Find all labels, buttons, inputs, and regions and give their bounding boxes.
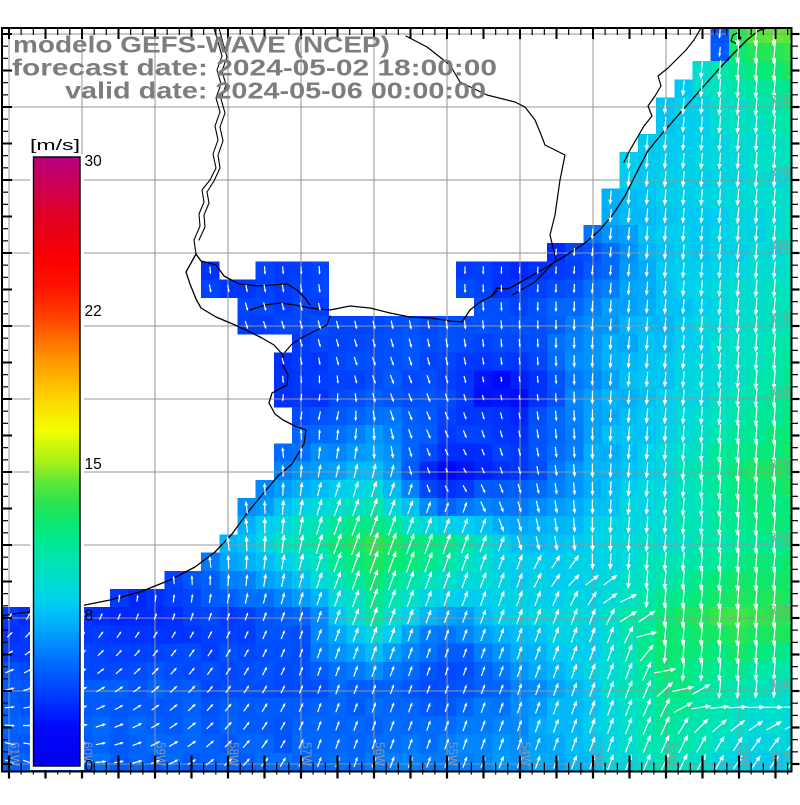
svg-text:51W: 51W	[738, 742, 752, 766]
svg-text:54W: 54W	[519, 742, 533, 766]
svg-text:41S: 41S	[770, 749, 790, 764]
svg-text:39S: 39S	[770, 603, 790, 618]
svg-text:30: 30	[85, 153, 103, 170]
svg-text:33S: 33S	[770, 165, 790, 180]
svg-text:59W: 59W	[154, 742, 168, 766]
svg-text:35S: 35S	[770, 311, 790, 326]
svg-text:61W: 61W	[8, 742, 22, 766]
svg-text:40S: 40S	[770, 676, 790, 691]
svg-text:8: 8	[85, 608, 94, 625]
svg-text:37S: 37S	[770, 457, 790, 472]
svg-text:52W: 52W	[665, 742, 679, 766]
svg-text:valid date: 2024-05-06 00:00:0: valid date: 2024-05-06 00:00:00	[65, 78, 486, 104]
svg-text:55W: 55W	[446, 742, 460, 766]
svg-text:56W: 56W	[373, 742, 387, 766]
svg-text:53W: 53W	[592, 742, 606, 766]
svg-text:[m/s]: [m/s]	[30, 138, 80, 154]
svg-text:58W: 58W	[227, 742, 241, 766]
svg-text:38S: 38S	[770, 530, 790, 545]
svg-text:57W: 57W	[300, 742, 314, 766]
svg-text:32S: 32S	[770, 92, 790, 107]
svg-text:22: 22	[85, 303, 102, 320]
svg-text:0: 0	[85, 758, 94, 775]
svg-text:36S: 36S	[770, 384, 790, 399]
svg-text:15: 15	[85, 456, 102, 473]
svg-text:34S: 34S	[770, 238, 790, 253]
